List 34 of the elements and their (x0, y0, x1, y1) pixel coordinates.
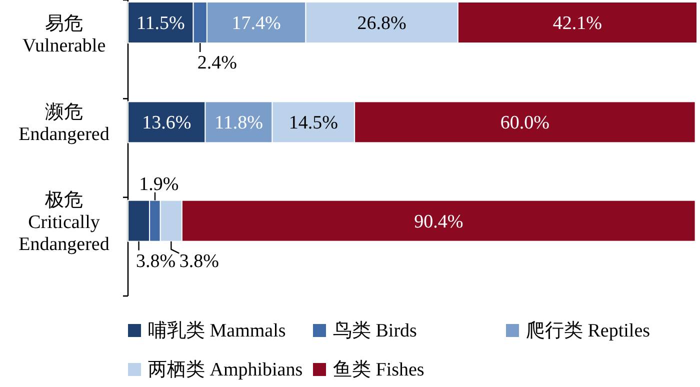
data-label: 11.8% (214, 112, 264, 134)
bar (457, 2, 698, 44)
bar (128, 200, 150, 242)
bar (305, 2, 458, 44)
bar (181, 200, 696, 242)
data-label: 90.4% (414, 211, 464, 232)
legend-label: 爬行类 Reptiles (526, 320, 650, 342)
data-label: 1.9% (139, 174, 179, 195)
data-label: 3.8% (136, 250, 176, 272)
bar (192, 2, 208, 44)
y-tick-label: 易危 Vulnerable (22, 14, 106, 56)
data-label: 3.8% (179, 250, 220, 272)
data-label: 42.1% (552, 13, 602, 34)
bar (128, 101, 206, 144)
bar (354, 101, 696, 144)
y-tick-label: 濒危 Endangered (18, 102, 110, 146)
legend-label: 哺乳类 Mammals (148, 320, 286, 342)
data-label: 11.5% (136, 13, 186, 34)
legend-label: 鸟类 Birds (333, 320, 417, 342)
legend-label: 鱼类 Fishes (333, 360, 424, 380)
data-label: 2.4% (197, 52, 238, 74)
data-label: 13.6% (142, 112, 192, 134)
bar (204, 101, 273, 144)
bar (272, 101, 356, 144)
bar (128, 2, 194, 44)
legend-label: 两栖类 Amphibians (148, 360, 303, 380)
bar (206, 2, 306, 44)
data-label: 17.4% (232, 13, 282, 34)
data-label: 14.5% (288, 112, 338, 134)
bar (160, 200, 182, 242)
data-label: 26.8% (357, 13, 407, 34)
data-label: 60.0% (500, 112, 550, 134)
y-tick-label: 极危 Critically Endangered (18, 190, 110, 255)
bar (149, 200, 161, 242)
